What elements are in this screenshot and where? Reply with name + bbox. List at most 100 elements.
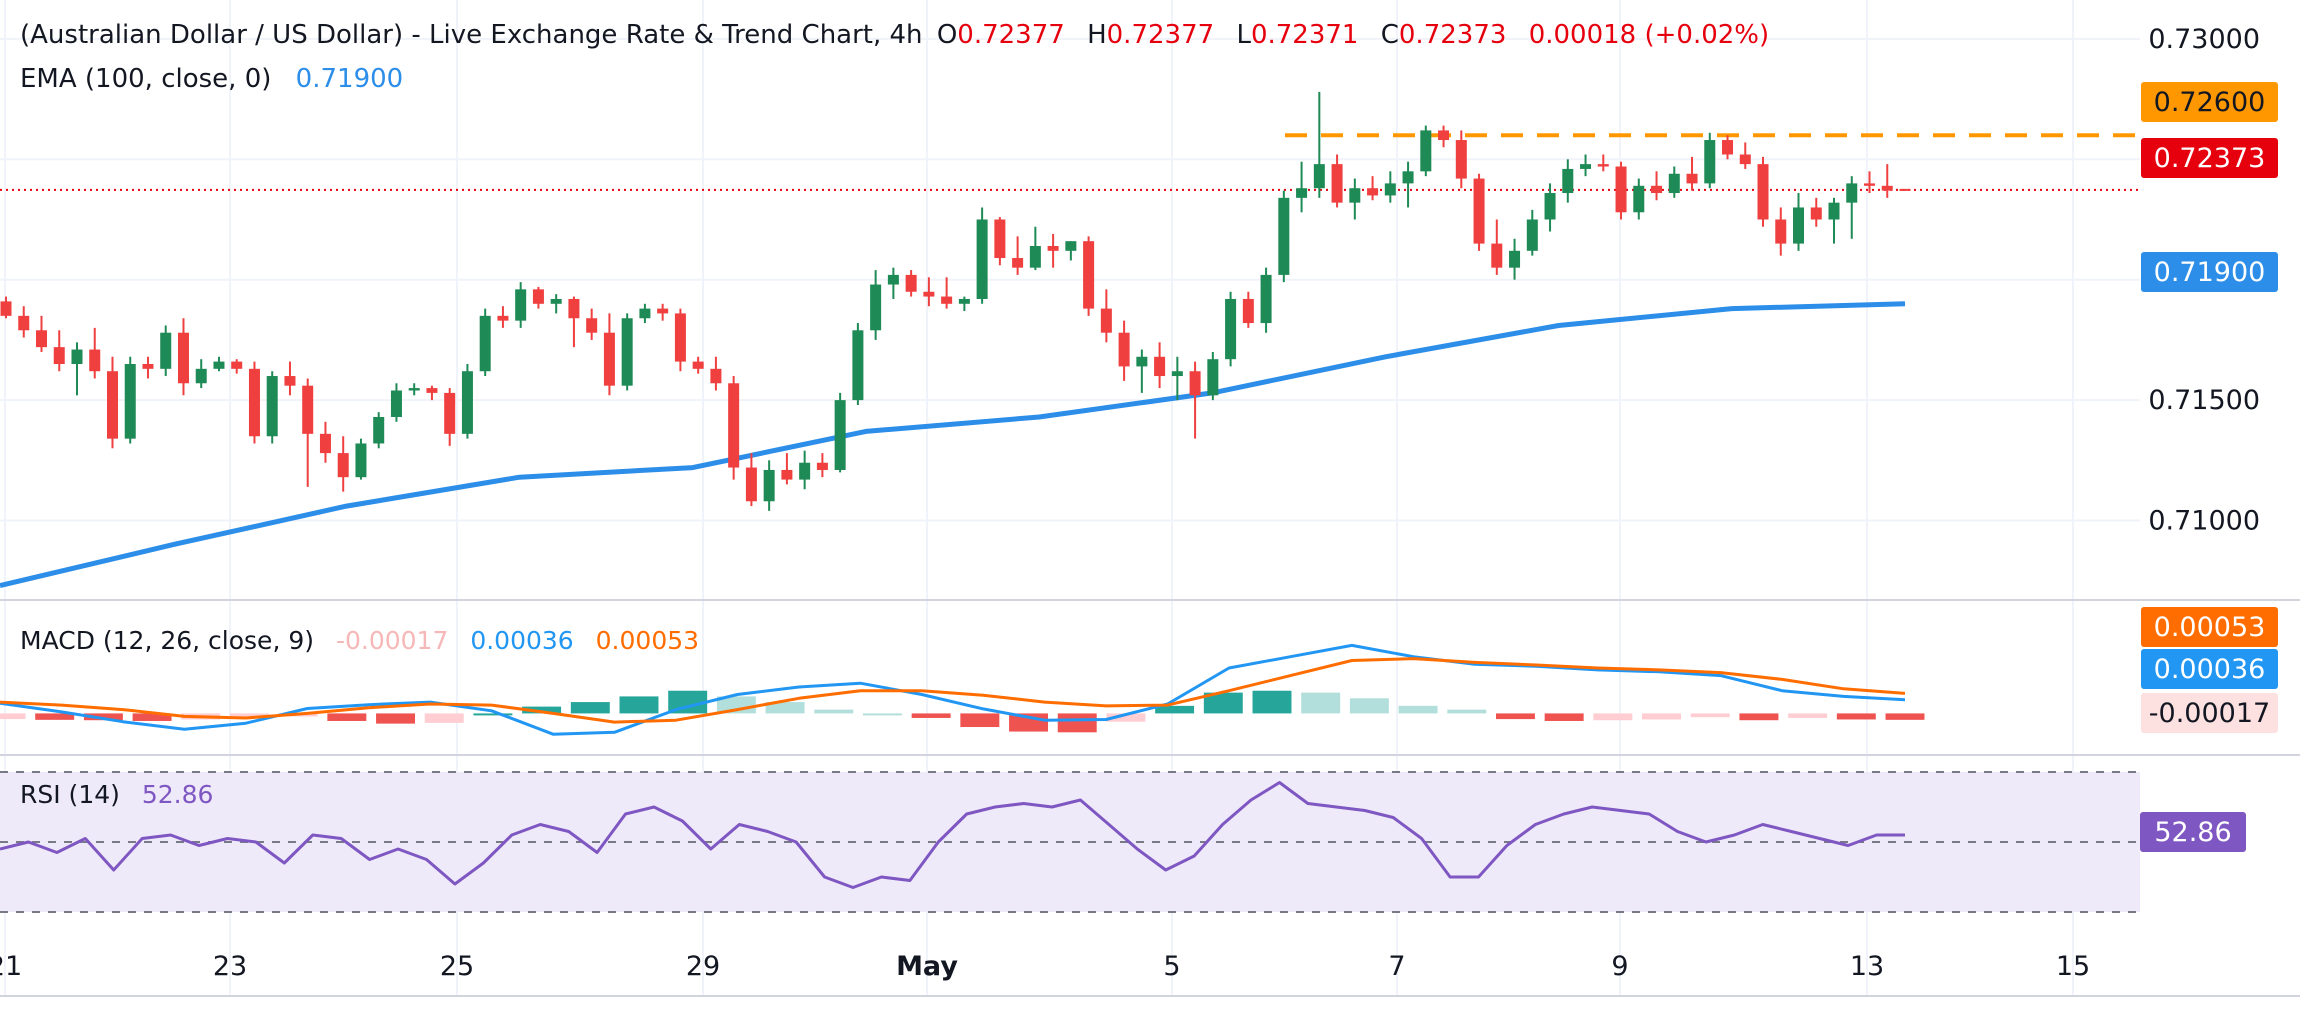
candle-body	[426, 388, 438, 393]
macd-histogram-bar	[35, 713, 75, 720]
candle-body	[231, 361, 243, 369]
macd-line	[0, 643, 1906, 736]
candle-body	[1455, 140, 1467, 179]
candle-body	[1207, 359, 1219, 396]
candle-body	[248, 368, 260, 437]
candle-body	[1704, 140, 1716, 184]
candle-body	[745, 467, 757, 502]
macd-histogram-bar	[765, 702, 805, 714]
x-tick-label: 7	[1388, 951, 1405, 982]
macd-histogram-bar	[522, 706, 562, 714]
candle-body	[923, 291, 935, 297]
candle-body	[1047, 246, 1059, 251]
candle-body	[53, 347, 65, 364]
close-label: C	[1380, 20, 1399, 50]
candle-body	[0, 301, 12, 316]
candle-body	[1029, 246, 1041, 268]
candle-body	[976, 219, 988, 299]
macd-histogram-bar	[1885, 713, 1925, 720]
candle-body	[728, 383, 740, 468]
macd-histogram-bar	[1690, 713, 1730, 718]
candle-body	[1775, 219, 1787, 244]
candle-body	[1367, 188, 1379, 196]
x-tick-label: 25	[440, 951, 474, 982]
candle-body	[1083, 241, 1095, 309]
x-tick-label: 29	[686, 951, 720, 982]
candle-body	[958, 298, 970, 304]
candle-body	[532, 289, 544, 304]
rsi-legend: RSI (14) 52.86	[20, 780, 213, 809]
macd-legend-label: MACD (12, 26, close, 9)	[20, 626, 314, 655]
macd-histogram-bar	[911, 713, 951, 718]
candle-body	[479, 315, 491, 372]
candle-body	[177, 332, 189, 384]
candle-body	[1526, 219, 1538, 251]
ema-legend: EMA (100, close, 0) 0.71900	[20, 64, 409, 94]
candle-body	[1225, 298, 1237, 360]
macd-histogram-bar	[619, 696, 659, 714]
candle-body	[337, 453, 349, 478]
x-tick-label: 13	[1850, 951, 1884, 982]
macd-histogram-bar	[960, 713, 1000, 728]
candle-body	[1402, 171, 1414, 184]
candle-body	[1899, 188, 1911, 191]
candle-body	[870, 284, 882, 331]
candle-body	[497, 315, 509, 321]
candle-body	[1828, 202, 1840, 220]
macd-histogram-bar	[1203, 692, 1243, 714]
candle-body	[1260, 274, 1272, 324]
low-label: L	[1236, 20, 1251, 50]
candle-body	[1384, 183, 1396, 196]
rsi-legend-value: 52.86	[141, 780, 214, 809]
candle-body	[195, 368, 207, 384]
x-tick-label: May	[896, 951, 958, 982]
candle-body	[1136, 356, 1148, 367]
candle-body	[1722, 140, 1734, 155]
high-value: 0.72377	[1106, 20, 1215, 50]
candle-body	[1668, 173, 1680, 194]
y-tick-label: 0.73000	[2148, 24, 2260, 55]
candle-body	[1686, 173, 1698, 184]
candle-body	[852, 330, 864, 401]
candle-body	[763, 469, 775, 502]
candle-body	[1633, 185, 1645, 213]
macd-line-value: 0.00036	[470, 626, 574, 655]
macd-histogram-bar	[132, 713, 172, 721]
open-value: 0.72377	[957, 20, 1065, 50]
macd-histogram-bar	[376, 713, 416, 724]
candle-body	[692, 361, 704, 369]
macd-histogram-bar	[327, 713, 367, 721]
macd-histogram-bar	[1739, 713, 1779, 721]
candle-body	[1242, 298, 1254, 324]
candle-body	[1739, 154, 1751, 165]
candle-body	[1846, 183, 1858, 203]
macd-signal-value: 0.00053	[595, 626, 700, 655]
candle-body	[213, 361, 225, 369]
candle-body	[1154, 356, 1166, 377]
macd-histogram-bar	[570, 702, 610, 714]
candle-body	[816, 462, 828, 470]
macd-histogram-bar	[862, 713, 902, 716]
candle-body	[71, 349, 83, 364]
candle-body	[1491, 243, 1503, 268]
macd-histogram-bar	[229, 713, 269, 718]
macd-histogram-bar	[83, 713, 123, 721]
candle-body	[887, 274, 899, 285]
macd-histogram-bar	[473, 713, 513, 716]
candle-body	[461, 371, 473, 434]
candle-body	[1544, 193, 1556, 220]
open-label: O	[936, 20, 958, 50]
macd-hist-value: -0.00017	[335, 626, 449, 655]
candle-body	[1810, 207, 1822, 220]
candle-body	[408, 388, 420, 391]
ema-price-tag: 0.71900	[2141, 252, 2278, 292]
macd-histogram-bar	[1593, 713, 1633, 721]
candle-body	[266, 376, 278, 437]
candle-body	[621, 318, 633, 386]
candle-body	[1278, 197, 1290, 275]
candle-body	[284, 376, 296, 386]
candle-body	[781, 469, 793, 480]
macd-histogram-bar	[1301, 692, 1341, 714]
header-legend: (Australian Dollar / US Dollar) - Live E…	[20, 20, 1775, 50]
